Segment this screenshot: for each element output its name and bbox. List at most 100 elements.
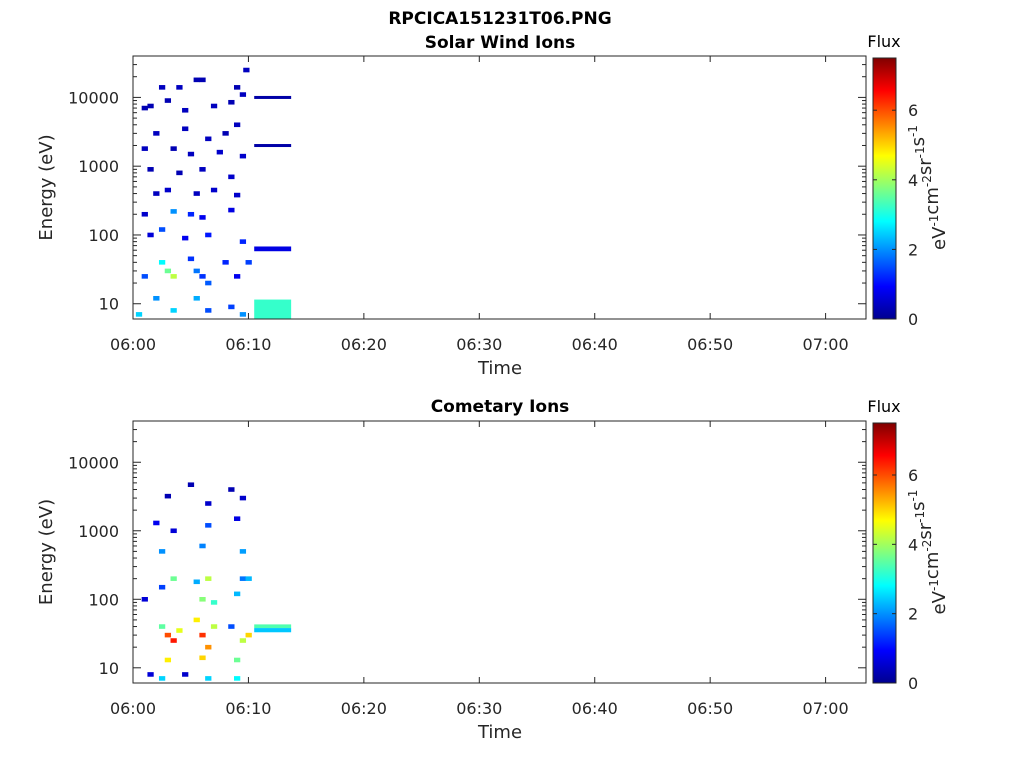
x-tick-label: 06:20 [341,699,387,718]
heatmap-cell [205,232,212,238]
heatmap-cell [147,167,154,172]
y-tick-label: 10 [99,295,119,314]
heatmap-cell [193,579,200,585]
heatmap-cell [164,187,172,193]
heatmap-cell [222,260,229,265]
heatmap-cell [199,543,206,549]
heatmap-cell [228,487,235,492]
heatmap-cell [210,103,218,109]
heatmap-cell [158,676,166,681]
heatmap-cell [153,131,160,136]
heatmap-cell [205,280,212,286]
heatmap-cell [245,576,252,581]
heatmap-cell [187,482,195,488]
heatmap-cell [199,632,206,638]
heatmap-cell [234,516,241,521]
heatmap-cell [239,239,247,244]
heatmap-cell [153,520,160,526]
x-tick-label: 06:00 [110,699,156,718]
colorbar: 0 2 4 6 Flux eV-1cm-2sr-1s-1 [867,32,950,329]
heatmap-cell [205,501,212,506]
x-tick-label: 06:30 [456,335,502,354]
colorbar-tick-label: 6 [908,101,918,120]
heatmap-cell [210,624,218,629]
heatmap-cell [193,295,200,301]
heatmap-cell [170,274,177,279]
plot-frame [132,420,867,684]
colorbar-tick-label: 0 [908,674,918,693]
colorbar-gradient [872,422,897,684]
heatmap-cell [199,167,206,172]
heatmap-cell [182,672,189,677]
heatmap-band [254,299,292,319]
heatmap-cell [158,584,166,590]
figure-title: RPCICA151231T06.PNG [388,9,611,29]
x-tick-label: 06:40 [572,335,618,354]
heatmap-cell [245,632,252,638]
colorbar-tick-label: 2 [908,240,918,259]
panel-solar-wind-ions: Solar Wind Ions 06:00 06:10 06:20 06:30 06:40… [36,32,950,379]
y-tick-label: 10000 [68,453,119,472]
panel-title: Cometary Ions [431,397,570,417]
colorbar: 0 2 4 6 Flux eV-1cm-2sr-1s-1 [867,397,950,693]
heatmap-cell [158,85,166,90]
heatmap-cell [147,232,154,238]
heatmap-cell [187,256,195,262]
x-tick-label: 07:00 [803,699,849,718]
heatmap-cell [239,495,247,501]
heatmap-cell [182,126,189,132]
heatmap-cell [158,624,166,629]
heatmap-cell [228,99,235,105]
heatmap-cell [176,628,183,633]
y-tick-label: 10 [99,659,119,678]
colorbar-label: eV-1cm-2sr-1s-1 [906,125,950,250]
heatmap-cell [234,657,241,663]
heatmap-cell [234,85,241,90]
heatmap-cell [158,549,166,554]
heatmap-cell [228,304,235,310]
heatmap-cell [234,274,241,279]
colorbar-title: Flux [867,397,900,416]
heatmap-cell [153,295,160,301]
x-tick-label: 06:10 [225,335,271,354]
heatmap-cell [239,92,247,97]
x-tick-label: 07:00 [803,335,849,354]
heatmap-cell [176,170,183,176]
heatmap-cell [205,523,212,528]
heatmap-cell [234,676,241,681]
heatmap-cell [153,191,160,196]
x-tick-label: 06:40 [572,699,618,718]
heatmap-cell [216,149,223,155]
y-axis-label: Energy (eV) [36,134,57,240]
x-tick-label: 06:50 [687,699,733,718]
heatmap-band [254,628,292,633]
heatmap-cell [243,67,250,73]
colorbar-label-text: eV-1cm-2sr-1s-1 [906,125,950,250]
heatmap-cell [210,187,218,193]
heatmap-cell [164,268,172,274]
heatmap-cell [141,146,148,151]
heatmap-cell [170,146,177,151]
x-axis-label: Time [477,358,522,379]
heatmap-cell [187,151,195,157]
heatmap-cell [147,103,154,109]
colorbar-title: Flux [867,32,900,51]
heatmap-cell [239,576,247,581]
heatmap-cell [239,312,247,317]
heatmap-cell [239,153,247,159]
heatmap-cell [164,657,172,663]
y-axis-label: Energy (eV) [36,499,57,605]
heatmap-cell [170,209,177,214]
heatmap-band [254,144,292,148]
x-tick-label: 06:20 [341,335,387,354]
heatmap-cell [234,591,241,597]
heatmap-cell [228,624,235,629]
panel-title: Solar Wind Ions [425,33,576,53]
heatmap-cell [176,85,183,90]
heatmap-cell [228,174,235,180]
heatmap-cell [193,617,200,623]
heatmap-cell [210,600,218,605]
heatmap-cell [193,191,200,196]
